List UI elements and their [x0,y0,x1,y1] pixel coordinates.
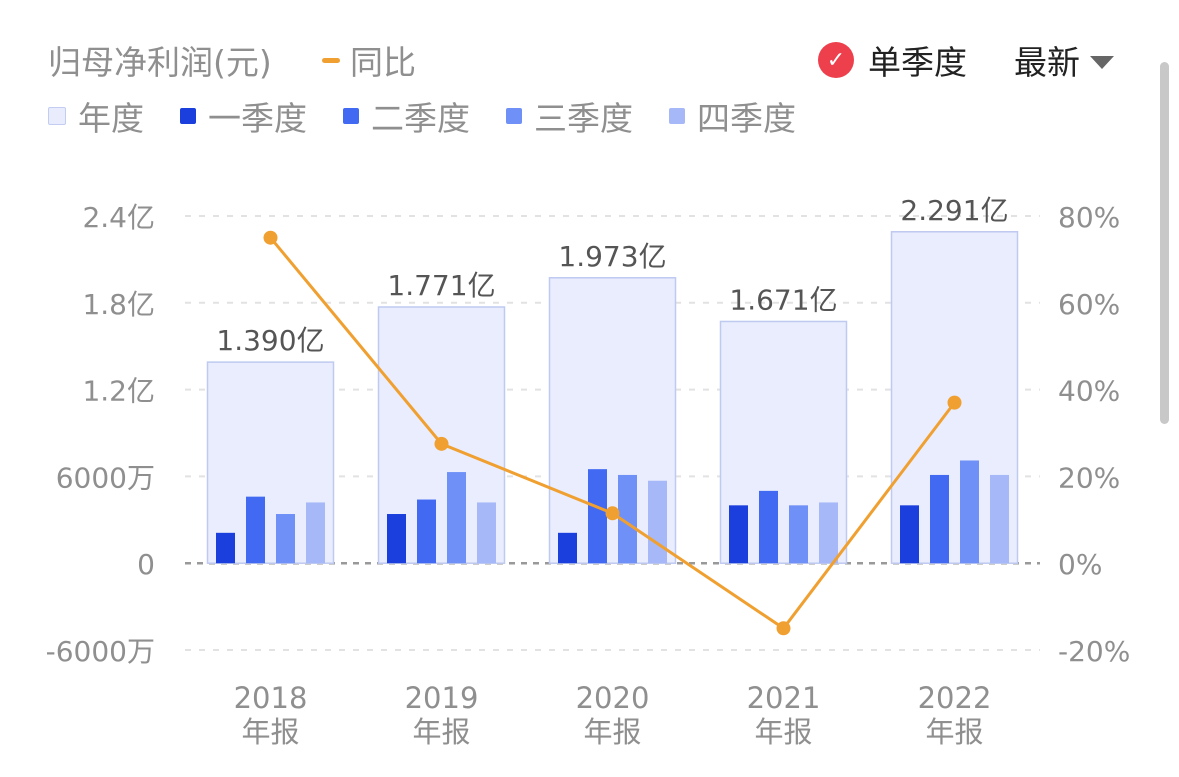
y-right-tick-label: -20% [1058,635,1130,668]
legend-label-q1: 一季度 [208,99,307,138]
chart-title-text: 归母净利润(元) [48,43,272,82]
bar-q1 [729,505,748,564]
bar-q4 [648,480,667,564]
legend-label-annual: 年度 [78,99,144,138]
legend-swatch-q4 [669,108,685,124]
y-right-tick-label: 40% [1058,375,1120,408]
bar-q2 [930,474,949,564]
legend-label-q3: 三季度 [534,99,633,138]
legend-item-q2[interactable]: 二季度 [343,92,470,140]
legend-label-q4: 四季度 [697,99,796,138]
yoy-point [434,436,449,451]
bar-q1 [387,514,406,564]
legend-swatch-q1 [180,108,196,124]
bar-q3 [276,514,295,564]
series-legend: 年度 一季度 二季度 三季度 四季度 [48,92,832,140]
yoy-point [776,621,791,636]
x-tick-label-suffix: 年报 [412,715,470,749]
bar-annual-label: 1.671亿 [729,283,837,316]
y-left-tick-label: -6000万 [46,635,155,668]
bar-annual-label: 2.291亿 [900,194,1008,227]
x-tick-label-suffix: 年报 [925,715,983,749]
legend-swatch-annual [48,107,66,125]
single-quarter-label: 单季度 [868,43,967,82]
single-quarter-toggle[interactable]: ✓ 单季度 [818,36,967,84]
y-right-tick-label: 20% [1058,461,1120,494]
x-tick-label-year: 2021 [747,681,821,715]
bar-annual-label: 1.390亿 [216,324,324,357]
y-left-tick-label: 1.2亿 [82,375,155,408]
x-tick-label-suffix: 年报 [754,715,812,749]
legend-swatch-q2 [343,108,359,124]
latest-label: 最新 [1014,43,1080,82]
y-right-tick-label: 0% [1058,548,1102,581]
x-tick-label-year: 2019 [405,681,479,715]
legend-label-q2: 二季度 [371,99,470,138]
bar-q2 [588,469,607,564]
y-right-tick-label: 80% [1058,201,1120,234]
yoy-point [605,506,620,521]
latest-dropdown[interactable]: 最新 [1014,36,1114,84]
yoy-point [947,395,962,410]
y-left-tick-label: 0 [137,548,155,581]
yoy-line-icon [322,57,340,63]
bar-q4 [306,502,325,564]
y-left-tick-label: 2.4亿 [82,201,155,234]
bar-q1 [558,532,577,564]
check-icon: ✓ [818,42,854,78]
bar-q3 [618,474,637,564]
bar-q3 [447,472,466,564]
legend-item-q3[interactable]: 三季度 [506,92,633,140]
x-tick-label-year: 2018 [234,681,308,715]
x-tick-label-year: 2022 [918,681,992,715]
legend-item-annual[interactable]: 年度 [48,92,144,140]
bar-q4 [477,502,496,564]
bar-q4 [990,474,1009,564]
scrollbar[interactable] [1160,62,1169,424]
bar-q2 [759,490,778,564]
bar-annual-label: 1.973亿 [558,240,666,273]
bar-q3 [789,505,808,564]
y-right-tick-label: 60% [1058,288,1120,321]
bar-q2 [417,499,436,564]
chart-title: 归母净利润(元) [48,36,272,84]
bar-q4 [819,502,838,564]
yoy-legend-label: 同比 [350,43,416,82]
yoy-legend: 同比 [322,36,416,84]
y-left-tick-label: 1.8亿 [82,288,155,321]
x-tick-label-suffix: 年报 [583,715,641,749]
x-tick-label-year: 2020 [576,681,650,715]
legend-swatch-q3 [506,108,522,124]
bar-q1 [216,532,235,564]
bar-annual-label: 1.771亿 [387,269,495,302]
yoy-point [263,230,278,245]
bar-q3 [960,460,979,564]
bar-q1 [900,505,919,564]
x-tick-label-suffix: 年报 [241,715,299,749]
y-left-tick-label: 6000万 [56,461,155,494]
legend-item-q4[interactable]: 四季度 [669,92,796,140]
legend-item-q1[interactable]: 一季度 [180,92,307,140]
bar-q2 [246,496,265,564]
caret-down-icon [1090,55,1114,69]
